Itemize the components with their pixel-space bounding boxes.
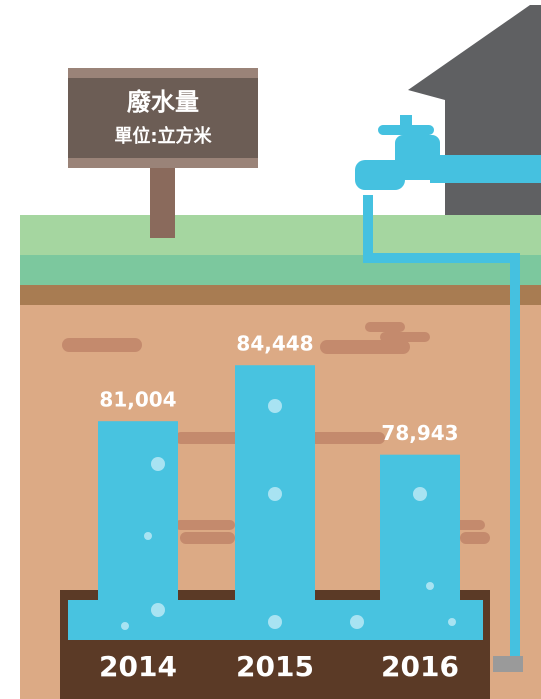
value-label: 78,943 <box>381 421 458 445</box>
x-tick-label: 2015 <box>236 650 314 683</box>
bar <box>98 421 178 601</box>
faucet <box>355 115 541 190</box>
grass <box>20 215 541 255</box>
value-label: 84,448 <box>236 332 313 356</box>
x-tick-label: 2016 <box>381 650 459 683</box>
sign-post <box>150 160 175 238</box>
bar <box>380 454 460 601</box>
chart-title: 廢水量 <box>127 88 199 116</box>
house <box>408 5 541 215</box>
pipe <box>363 195 520 660</box>
chart-subtitle: 單位:立方米 <box>114 125 212 147</box>
sign-board <box>68 78 258 158</box>
topsoil <box>20 285 541 305</box>
pipe-end <box>493 656 523 672</box>
bubbles <box>121 399 456 630</box>
value-label: 81,004 <box>99 388 176 412</box>
x-tick-label: 2014 <box>99 650 177 683</box>
